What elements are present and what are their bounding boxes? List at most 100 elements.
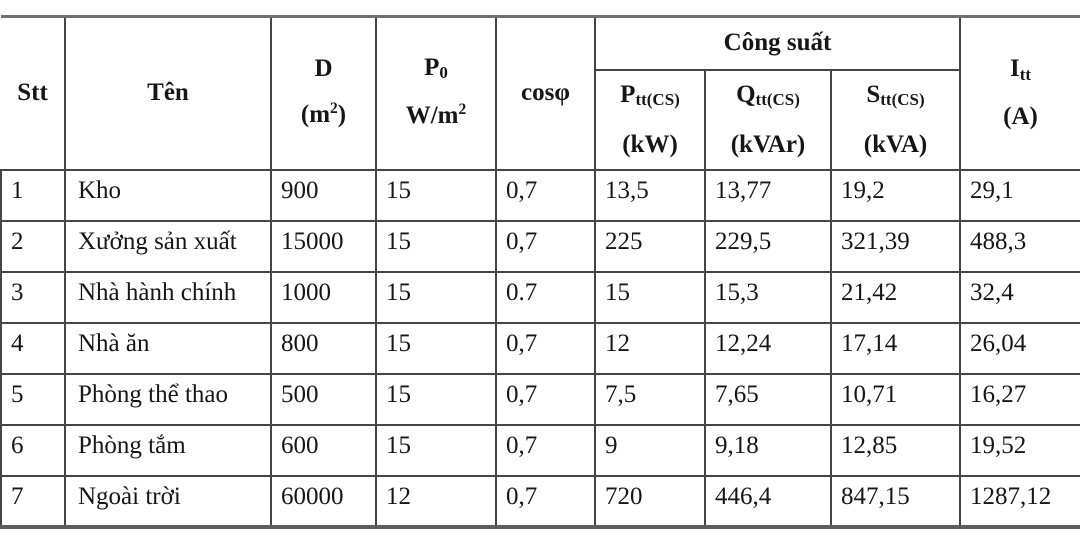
cell-itt: 1287,12 — [959, 474, 1080, 528]
cell-itt: 32,4 — [959, 270, 1080, 324]
col-header-ten: Tên — [64, 15, 272, 171]
cell-stt-cs: 10,71 — [829, 372, 962, 426]
col-header-p0: P0 W/m2 — [375, 15, 497, 171]
cell-ptt: 12 — [594, 321, 706, 375]
stt-cs-symbol: Stt(CS) — [866, 80, 925, 110]
col-header-ten-label: Tên — [147, 79, 189, 107]
cell-cosphi: 0,7 — [495, 372, 596, 426]
col-header-stt-cs: Stt(CS) (kVA) — [829, 68, 962, 171]
cell-qtt: 229,5 — [704, 219, 832, 273]
cell-area: 1000 — [270, 270, 377, 324]
area-symbol: D — [314, 54, 333, 82]
cell-area: 900 — [270, 168, 377, 222]
table-row: 2 Xưởng sản xuất 15000 15 0,7 225 229,5 … — [0, 219, 1080, 273]
cell-area: 800 — [270, 321, 377, 375]
cell-stt-cs: 17,14 — [829, 321, 962, 375]
p0-subscript: 0 — [439, 63, 448, 83]
cell-p0: 15 — [375, 168, 497, 222]
cell-p0: 15 — [375, 372, 497, 426]
cell-area: 600 — [270, 423, 377, 477]
table-row: 7 Ngoài trời 60000 12 0,7 720 446,4 847,… — [0, 474, 1080, 528]
cell-qtt: 12,24 — [704, 321, 832, 375]
area-unit-exponent: 2 — [330, 100, 338, 118]
cell-stt: 5 — [0, 372, 66, 426]
cell-cosphi: 0,7 — [495, 168, 596, 222]
stt-cs-subscript: tt(CS) — [880, 90, 925, 110]
col-header-stt: Stt — [1, 15, 66, 171]
cell-qtt: 9,18 — [704, 423, 832, 477]
col-header-cosphi: cosφ — [495, 15, 596, 171]
cell-qtt: 7,65 — [704, 372, 832, 426]
ptt-subscript: tt(CS) — [635, 90, 680, 110]
cell-ptt: 720 — [594, 474, 706, 528]
col-header-area: D (m2) — [270, 15, 377, 171]
qtt-unit: (kVAr) — [730, 130, 806, 158]
cell-qtt: 15,3 — [704, 270, 832, 324]
table-header: Stt Tên D (m2) P0 W/m2 cosφ Công suất — [1, 15, 1080, 171]
cell-ten: Nhà hành chính — [64, 270, 272, 324]
cell-stt-cs: 847,15 — [829, 474, 962, 528]
col-header-ptt: Ptt(CS) (kW) — [594, 68, 706, 171]
col-header-cong-suat: Công suất — [593, 15, 962, 71]
cell-ten: Phòng thể thao — [64, 372, 272, 426]
cell-ten: Xưởng sản xuất — [64, 219, 272, 273]
table-row: 4 Nhà ăn 800 15 0,7 12 12,24 17,14 26,04 — [0, 321, 1080, 375]
p0-unit: W/m2 — [405, 101, 467, 129]
cell-ten: Ngoài trời — [64, 474, 272, 528]
cell-ptt: 9 — [594, 423, 706, 477]
table-row: 3 Nhà hành chính 1000 15 0.7 15 15,3 21,… — [0, 270, 1080, 324]
qtt-symbol: Qtt(CS) — [736, 80, 800, 110]
cell-ptt: 7,5 — [594, 372, 706, 426]
p0-unit-exponent: 2 — [458, 101, 467, 119]
header-row-group: Stt Tên D (m2) P0 W/m2 cosφ Công suất — [1, 15, 1080, 171]
cell-p0: 15 — [375, 219, 497, 273]
ptt-symbol: Ptt(CS) — [620, 80, 680, 110]
cell-cosphi: 0,7 — [495, 321, 596, 375]
cell-ptt: 225 — [594, 219, 706, 273]
itt-subscript: tt — [1019, 64, 1032, 84]
power-calculation-table: Stt Tên D (m2) P0 W/m2 cosφ Công suất — [0, 15, 1080, 529]
cell-ten: Kho — [64, 168, 272, 222]
cell-ptt: 13,5 — [594, 168, 706, 222]
cell-cosphi: 0,7 — [495, 423, 596, 477]
cell-cosphi: 0,7 — [495, 219, 596, 273]
cell-stt-cs: 12,85 — [829, 423, 962, 477]
cell-area: 500 — [270, 372, 377, 426]
cell-p0: 12 — [375, 474, 497, 528]
cell-itt: 29,1 — [959, 168, 1080, 222]
table-row: 1 Kho 900 15 0,7 13,5 13,77 19,2 29,1 — [0, 168, 1080, 222]
cell-qtt: 446,4 — [704, 474, 832, 528]
col-header-itt: Itt (A) — [959, 15, 1080, 171]
p0-symbol: P0 — [424, 53, 448, 83]
cell-itt: 26,04 — [959, 321, 1080, 375]
ptt-unit: (kW) — [622, 130, 678, 158]
cell-cosphi: 0.7 — [495, 270, 596, 324]
itt-symbol: Itt — [1010, 55, 1032, 84]
qtt-subscript: tt(CS) — [755, 90, 800, 110]
cell-cosphi: 0,7 — [495, 474, 596, 528]
cell-stt: 7 — [0, 474, 66, 528]
cell-p0: 15 — [375, 423, 497, 477]
cell-p0: 15 — [375, 270, 497, 324]
cell-itt: 19,52 — [959, 423, 1080, 477]
cell-stt: 2 — [0, 219, 66, 273]
cell-p0: 15 — [375, 321, 497, 375]
table-body: 1 Kho 900 15 0,7 13,5 13,77 19,2 29,1 2 … — [0, 168, 1080, 528]
cell-stt-cs: 19,2 — [829, 168, 962, 222]
col-header-cosphi-label: cosφ — [521, 79, 570, 107]
col-header-qtt: Qtt(CS) (kVAr) — [704, 68, 832, 171]
cell-itt: 488,3 — [959, 219, 1080, 273]
col-header-stt-label: Stt — [17, 79, 48, 107]
cell-stt-cs: 21,42 — [829, 270, 962, 324]
cell-qtt: 13,77 — [704, 168, 832, 222]
cell-stt: 6 — [0, 423, 66, 477]
cell-ten: Phòng tắm — [64, 423, 272, 477]
table-row: 5 Phòng thể thao 500 15 0,7 7,5 7,65 10,… — [0, 372, 1080, 426]
header-row-sub: Ptt(CS) (kW) Qtt(CS) (kVAr) Stt(CS) (kVA… — [1, 68, 1080, 171]
cell-ten: Nhà ăn — [64, 321, 272, 375]
itt-unit: (A) — [1003, 103, 1038, 131]
cell-stt: 4 — [0, 321, 66, 375]
cell-ptt: 15 — [594, 270, 706, 324]
cell-area: 15000 — [270, 219, 377, 273]
